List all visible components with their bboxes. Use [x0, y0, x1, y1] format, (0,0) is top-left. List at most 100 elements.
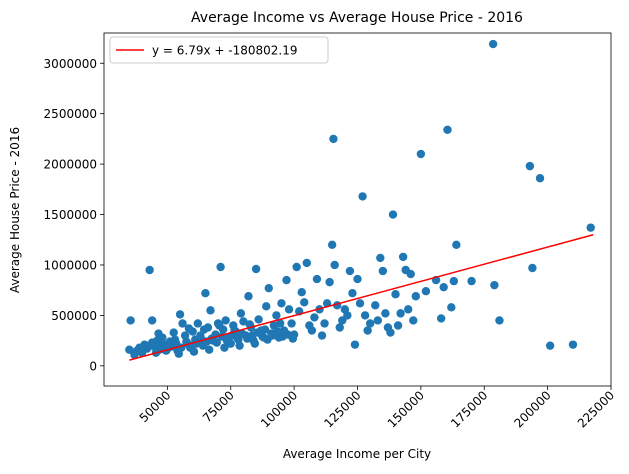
y-tick-label: 2500000	[44, 107, 97, 121]
data-point	[525, 161, 535, 171]
data-point	[404, 305, 413, 314]
data-point	[586, 223, 595, 232]
y-tick-label: 3000000	[44, 57, 97, 71]
data-point	[292, 262, 301, 272]
data-point	[386, 328, 395, 337]
chart-title: Average Income vs Average House Price - …	[191, 10, 523, 26]
data-point	[154, 329, 163, 338]
data-point	[288, 334, 298, 343]
data-point	[206, 306, 215, 315]
data-point	[221, 316, 230, 325]
y-tick-label: 2000000	[44, 158, 97, 172]
data-point	[353, 274, 362, 284]
data-point	[269, 321, 279, 330]
x-axis-ticks: 50000 75000 100000 125000 150000 175000 200000…	[137, 386, 617, 431]
data-point	[421, 286, 431, 296]
legend-entry: y = 6.79x + -180802.19	[152, 44, 298, 58]
data-point	[272, 311, 281, 320]
data-point	[327, 240, 337, 249]
data-point	[452, 240, 461, 249]
x-tick-label: 150000	[385, 388, 427, 430]
data-point	[348, 289, 357, 298]
data-point	[264, 283, 273, 293]
data-point	[169, 328, 178, 337]
data-point	[330, 260, 339, 270]
x-tick-label: 175000	[448, 388, 490, 430]
data-point	[490, 280, 499, 290]
data-point	[409, 316, 418, 325]
data-point	[528, 263, 537, 273]
data-point	[365, 319, 375, 328]
y-tick-label: 1500000	[44, 208, 97, 222]
data-point	[447, 303, 456, 312]
data-point	[262, 302, 271, 311]
data-point	[178, 319, 187, 328]
data-point	[287, 319, 296, 328]
data-point	[371, 301, 380, 310]
data-point	[439, 282, 448, 292]
x-tick-label: 50000	[137, 388, 174, 425]
data-point	[144, 342, 153, 351]
data-point	[220, 343, 229, 352]
data-point	[329, 134, 338, 144]
data-point	[193, 319, 202, 328]
data-point	[147, 316, 157, 325]
data-point	[373, 316, 382, 325]
data-point	[391, 290, 400, 299]
data-point	[244, 292, 253, 301]
data-point	[358, 192, 367, 201]
data-point	[260, 325, 270, 334]
data-point	[406, 269, 415, 279]
data-point	[545, 341, 555, 350]
data-point	[310, 313, 319, 322]
data-point	[199, 325, 209, 334]
data-point	[467, 276, 476, 286]
data-point	[302, 258, 311, 268]
data-point	[145, 265, 154, 275]
data-point	[174, 349, 183, 358]
data-point	[175, 310, 185, 319]
regression-line	[129, 234, 594, 361]
data-point	[396, 309, 405, 318]
data-point	[381, 309, 390, 318]
data-point	[205, 345, 214, 354]
data-point	[189, 347, 199, 356]
data-point	[282, 275, 291, 285]
data-point	[449, 276, 459, 286]
data-point	[235, 341, 244, 350]
x-tick-label: 100000	[258, 388, 300, 430]
data-point	[307, 326, 317, 335]
y-axis-ticks: 0 500000 1000000 1500000 2000000 2500000 30000…	[44, 57, 104, 373]
data-point	[393, 321, 403, 330]
data-point	[495, 316, 504, 325]
data-point	[284, 305, 294, 314]
data-point	[443, 125, 452, 135]
data-point	[411, 292, 421, 301]
data-point	[568, 340, 578, 349]
plot-background	[104, 33, 611, 386]
legend: y = 6.79x + -180802.19	[109, 36, 329, 64]
data-point	[250, 339, 260, 348]
data-point	[275, 319, 285, 328]
data-point	[355, 299, 365, 308]
data-point	[300, 298, 309, 307]
data-point	[184, 324, 194, 333]
x-tick-label: 225000	[575, 388, 617, 430]
y-tick-label: 0	[89, 359, 97, 373]
data-point	[535, 174, 545, 183]
data-point	[212, 338, 222, 347]
data-point	[251, 264, 261, 274]
data-point	[320, 319, 329, 328]
data-point	[335, 323, 344, 332]
data-point	[236, 309, 246, 318]
data-point	[312, 274, 322, 284]
data-point	[201, 289, 210, 298]
data-point	[436, 314, 446, 323]
data-point	[416, 149, 426, 159]
y-axis-label: Average House Price - 2016	[8, 127, 22, 293]
data-point	[488, 39, 498, 49]
x-axis-label: Average Income per City	[283, 447, 431, 461]
data-point	[136, 347, 145, 356]
data-point	[388, 210, 398, 219]
